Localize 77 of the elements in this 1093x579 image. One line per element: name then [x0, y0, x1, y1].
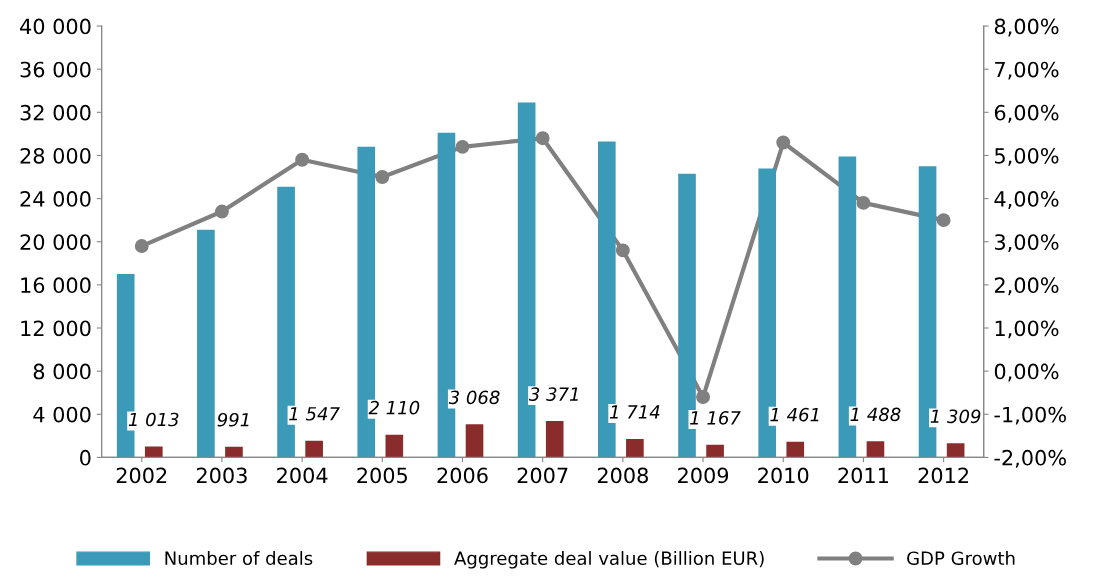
data-label: 1 714: [609, 405, 660, 419]
bar: [918, 166, 937, 458]
y-tick-label: 32 000: [20, 104, 91, 121]
y2-tick-label: -1,00%: [994, 406, 1066, 425]
legend-label: GDP Growth: [907, 551, 1015, 566]
bar: [786, 441, 805, 458]
y-tick-label: 24 000: [20, 191, 91, 207]
bar: [866, 441, 885, 458]
data-label: 991: [217, 412, 249, 427]
x-tick-label: 2011: [838, 467, 889, 484]
data-label: 1 461: [770, 407, 819, 422]
x-tick-label: 2008: [597, 467, 648, 484]
bar: [197, 229, 215, 458]
point: [615, 243, 630, 258]
y-tick-label: 12 000: [21, 320, 91, 337]
bar: [225, 446, 243, 458]
point: [856, 195, 871, 210]
y-tick-label: 0: [80, 449, 91, 466]
data-label: 1 488: [850, 407, 901, 422]
bar: [116, 274, 135, 458]
y-tick-label: 40 000: [20, 18, 91, 35]
data-label: 1 013: [128, 412, 179, 427]
bar: [144, 446, 163, 458]
bar: [465, 424, 484, 458]
point: [776, 135, 791, 150]
y-tick-label: 8 000: [33, 363, 91, 380]
y2-tick-label: 3,00%: [995, 234, 1059, 253]
x-tick-label: 2010: [758, 467, 809, 484]
y2-tick-label: 1,00%: [995, 320, 1059, 339]
y2-tick-label: 5,00%: [995, 147, 1059, 166]
x-tick-label: 2006: [437, 467, 488, 484]
bar: [545, 421, 564, 458]
data-label: 2 110: [368, 400, 420, 415]
y2-tick-label: -2,00%: [994, 449, 1066, 468]
data-label: 1 547: [289, 407, 340, 421]
x-tick-label: 2007: [517, 467, 568, 484]
x-tick-label: 2004: [277, 467, 328, 484]
y2-tick-label: 6,00%: [994, 104, 1059, 123]
bar: [758, 168, 777, 458]
data-label: 1 309: [930, 409, 981, 424]
y-tick-label: 16 000: [21, 277, 91, 294]
y-tick-label: 4 000: [33, 406, 91, 423]
x-tick-label: 2005: [357, 467, 407, 484]
bar: [946, 443, 965, 458]
y2-tick-label: 8,00%: [994, 18, 1059, 37]
x-tick-label: 2003: [196, 467, 247, 484]
bar: [305, 440, 323, 458]
bar: [626, 438, 644, 458]
point: [696, 390, 710, 404]
bar: [678, 173, 696, 458]
data-label: 3 068: [448, 390, 500, 405]
point: [535, 131, 550, 146]
legend-label: Aggregate deal value (Billion EUR): [454, 551, 764, 569]
x-tick-label: 2009: [678, 467, 729, 484]
point: [455, 139, 470, 154]
y2-tick-label: 2,00%: [994, 277, 1059, 296]
data-label: 3 371: [528, 387, 578, 401]
bar: [598, 141, 616, 458]
y-tick-label: 20 000: [20, 234, 91, 250]
point: [214, 204, 229, 219]
bar: [385, 434, 404, 458]
y-tick-label: 36 000: [20, 61, 91, 78]
point: [134, 239, 149, 253]
legend-label: Number of deals: [165, 551, 313, 566]
point: [936, 213, 951, 228]
point: [375, 170, 390, 184]
bar: [706, 444, 724, 458]
data-label: 1 167: [690, 411, 741, 425]
point: [295, 152, 310, 167]
y2-tick-label: 0,00%: [994, 363, 1059, 382]
y2-tick-label: 7,00%: [995, 61, 1059, 80]
y-tick-label: 28 000: [20, 147, 91, 164]
bar: [277, 186, 295, 458]
x-tick-label: 2002: [116, 467, 167, 484]
y2-tick-label: 4,00%: [994, 191, 1059, 209]
x-tick-label: 2012: [918, 467, 969, 484]
bar: [838, 156, 857, 458]
